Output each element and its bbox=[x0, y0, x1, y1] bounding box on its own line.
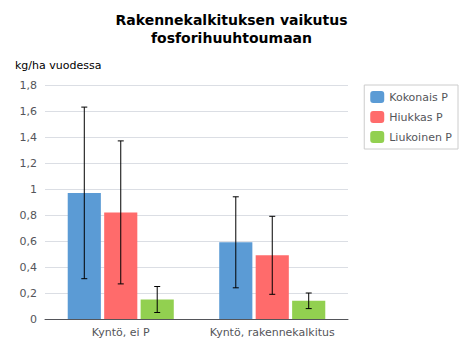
svg-text:0,2: 0,2 bbox=[20, 287, 38, 300]
svg-text:Rakennekalkituksen vaikutus: Rakennekalkituksen vaikutus bbox=[115, 12, 347, 28]
svg-text:0: 0 bbox=[30, 313, 37, 326]
svg-text:0,6: 0,6 bbox=[20, 235, 38, 248]
svg-text:1: 1 bbox=[30, 183, 37, 196]
svg-text:Hiukkas P: Hiukkas P bbox=[389, 111, 443, 124]
svg-text:0,4: 0,4 bbox=[20, 261, 38, 274]
svg-text:kg/ha vuodessa: kg/ha vuodessa bbox=[15, 59, 101, 72]
svg-text:1,6: 1,6 bbox=[20, 105, 38, 118]
svg-text:Kyntö, ei P: Kyntö, ei P bbox=[92, 326, 150, 339]
svg-text:1,4: 1,4 bbox=[20, 131, 38, 144]
svg-text:1,8: 1,8 bbox=[20, 79, 38, 92]
svg-text:0,8: 0,8 bbox=[20, 209, 38, 222]
svg-text:Kyntö, rakennekalkitus: Kyntö, rakennekalkitus bbox=[210, 326, 335, 339]
svg-text:fosforihuuhtoumaan: fosforihuuhtoumaan bbox=[151, 30, 312, 46]
svg-text:Liukoinen P: Liukoinen P bbox=[389, 131, 452, 144]
svg-text:1,2: 1,2 bbox=[20, 157, 38, 170]
svg-text:Kokonais P: Kokonais P bbox=[389, 91, 448, 104]
